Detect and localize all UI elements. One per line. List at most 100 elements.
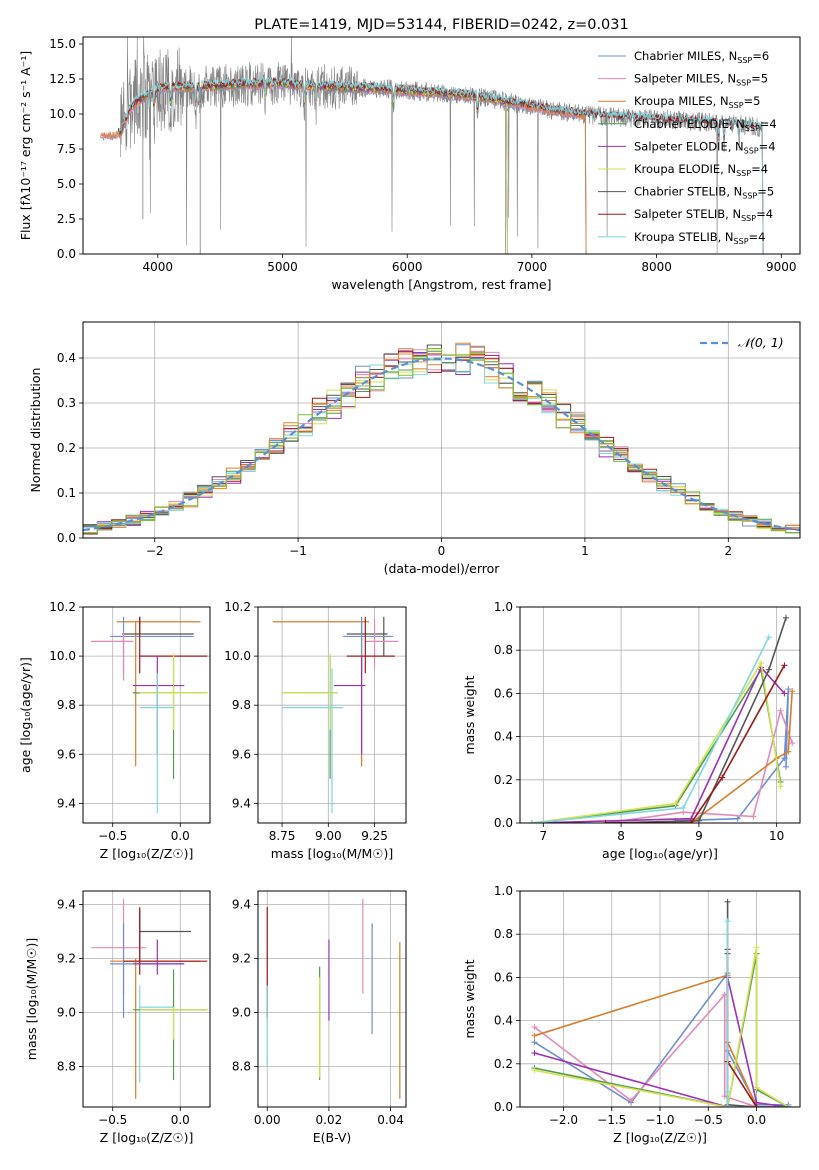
- y-tick-label: 0.4: [57, 351, 76, 365]
- legend-entry: Kroupa MILES, NSSP=5: [634, 94, 760, 110]
- mass_vs_ebv-panel: 0.00 0.02 0.04 8.8 9.0 9.2 9.4 E(B-V): [232, 890, 407, 1145]
- y-axis-label: age [log₁₀(age/yr)]: [18, 657, 33, 773]
- y-tick-label: 0.6: [494, 686, 513, 700]
- weight-marker: [531, 1039, 538, 1046]
- y-tick-label: 0.0: [57, 247, 76, 261]
- errorbar-point-5: [346, 616, 395, 674]
- weight-series-4: [534, 953, 789, 1107]
- y-tick-label: 0.2: [494, 773, 513, 787]
- weight-marker: [765, 666, 772, 673]
- y-axis-label: Flux [fλ10⁻¹⁷ erg cm⁻² s⁻¹ A⁻¹]: [18, 51, 33, 240]
- weight-marker: [789, 740, 796, 747]
- y-tick-label: 9.4: [232, 796, 251, 810]
- weight-marker: [785, 1104, 792, 1107]
- legend: Chabrier MILES, NSSP=6 Salpeter MILES, NS…: [598, 49, 777, 246]
- errorbar-point-9: [282, 668, 344, 814]
- y-tick-label: 12.5: [49, 72, 76, 86]
- x-tick-label: 8.75: [269, 829, 296, 843]
- weight_vs_Z-plot-area: [531, 898, 792, 1107]
- y-tick-label: 15.0: [49, 37, 76, 51]
- y-tick-label: 9.0: [232, 1006, 251, 1020]
- weight-marker: [724, 1088, 731, 1095]
- x-tick-label: 0.02: [316, 1113, 343, 1127]
- weight-marker: [531, 1067, 538, 1074]
- weight-marker: [753, 1104, 760, 1107]
- weight-marker: [531, 1050, 538, 1056]
- weight-marker: [734, 815, 741, 822]
- mass_vs_ebv-plot-area: [266, 899, 401, 1099]
- weight-series-7: [605, 617, 787, 823]
- errorbar-point-9: [139, 1007, 208, 1040]
- mass_vs_Z-plot-area: [91, 899, 208, 1099]
- residuals-panel: −2 −1 0 1 2 0.0 0.1 0.2 0.3 0.4 (data-model)/error…: [28, 321, 801, 576]
- model-spectrum-6: [138, 79, 509, 254]
- y-tick-label: 9.8: [57, 698, 76, 712]
- weight-series-6: [531, 660, 782, 823]
- y-tick-label: 9.6: [232, 747, 251, 761]
- x-axis-label: E(B-V): [313, 1130, 352, 1145]
- weight-marker: [789, 688, 796, 695]
- y-tick-label: 0.0: [57, 531, 76, 545]
- x-axis-label: (data-model)/error: [384, 561, 501, 576]
- y-tick-label: 0.8: [494, 927, 513, 941]
- axes-frame: [82, 321, 801, 539]
- x-tick-label: 10: [769, 829, 784, 843]
- legend-entry: Chabrier STELIB, NSSP=5: [634, 185, 774, 201]
- legend-entry: Salpeter ELODIE, NSSP=4: [634, 139, 776, 155]
- y-tick-label: 0.6: [494, 970, 513, 984]
- model-spectrum-9: [117, 76, 764, 254]
- x-tick-label: 9.25: [361, 829, 388, 843]
- weight-marker: [528, 820, 535, 823]
- y-tick-label: 0.4: [494, 1014, 513, 1028]
- legend-entry: Kroupa STELIB, NSSP=4: [634, 230, 765, 246]
- x-tick-label: −1.0: [645, 1113, 674, 1127]
- weight-marker: [750, 813, 757, 820]
- y-tick-label: 8.8: [57, 1060, 76, 1074]
- y-tick-label: 10.0: [49, 107, 76, 121]
- errorbar-point-4: [91, 631, 133, 681]
- x-tick-label: 0: [438, 544, 446, 558]
- y-tick-label: 2.5: [57, 212, 76, 226]
- weight-marker: [781, 755, 788, 762]
- errorbar-point-3: [343, 616, 394, 676]
- axes-frame: [82, 606, 211, 824]
- weight-marker: [688, 820, 695, 823]
- errorbar-point-9: [139, 673, 174, 814]
- x-tick-label: 9.00: [315, 829, 342, 843]
- age_vs_Z-plot-area: [91, 616, 208, 814]
- x-tick-label: 9000: [766, 260, 797, 274]
- weight-marker: [753, 944, 760, 951]
- spectrum-panel: 4000 5000 6000 7000 8000 9000 0.0 2.5 5.0 7.5 10.0…: [18, 17, 801, 292]
- y-tick-label: 9.0: [57, 1006, 76, 1020]
- x-axis-label: Z [log₁₀(Z/Z☉)]: [613, 1130, 707, 1145]
- x-tick-label: 0.04: [377, 1113, 404, 1127]
- weight-marker: [758, 660, 765, 667]
- legend-entry: Chabrier MILES, NSSP=6: [634, 49, 769, 65]
- errorbar-point-2: [122, 616, 194, 635]
- weight_vs_Z-panel: −2.0 −1.5 −1.0 −0.5 0.0 0.0 0.2 0.4 0.6 0.8 1.0 Z […: [462, 884, 801, 1145]
- weight-marker: [531, 1024, 538, 1031]
- y-tick-label: 9.4: [57, 898, 76, 912]
- y-tick-label: 10.0: [224, 649, 251, 663]
- weight-marker: [628, 1097, 635, 1104]
- y-tick-label: 0.4: [494, 730, 513, 744]
- errorbar-point-8: [132, 969, 208, 1080]
- weight-series-9: [531, 636, 770, 823]
- weight-marker: [672, 800, 679, 807]
- y-tick-label: 0.2: [494, 1057, 513, 1071]
- axes-frame: [519, 890, 801, 1108]
- y-tick-label: 9.4: [232, 898, 251, 912]
- x-tick-label: 6000: [392, 260, 423, 274]
- x-tick-label: 0.00: [254, 1113, 281, 1127]
- errorbar-point-4: [365, 619, 399, 669]
- weight-series-1: [675, 689, 790, 822]
- model-spectrum-4: [138, 79, 509, 254]
- weight-marker: [724, 898, 731, 905]
- x-tick-label: 0.0: [747, 1113, 766, 1127]
- x-tick-label: 2: [724, 544, 732, 558]
- y-tick-label: 9.8: [232, 698, 251, 712]
- weight-marker: [777, 707, 784, 714]
- weight_vs_age-panel: 7 8 9 10 0.0 0.2 0.4 0.6 0.8 1.0 age [log₁₀(age/yr…: [462, 600, 801, 861]
- legend-entry: Kroupa ELODIE, NSSP=4: [634, 162, 768, 178]
